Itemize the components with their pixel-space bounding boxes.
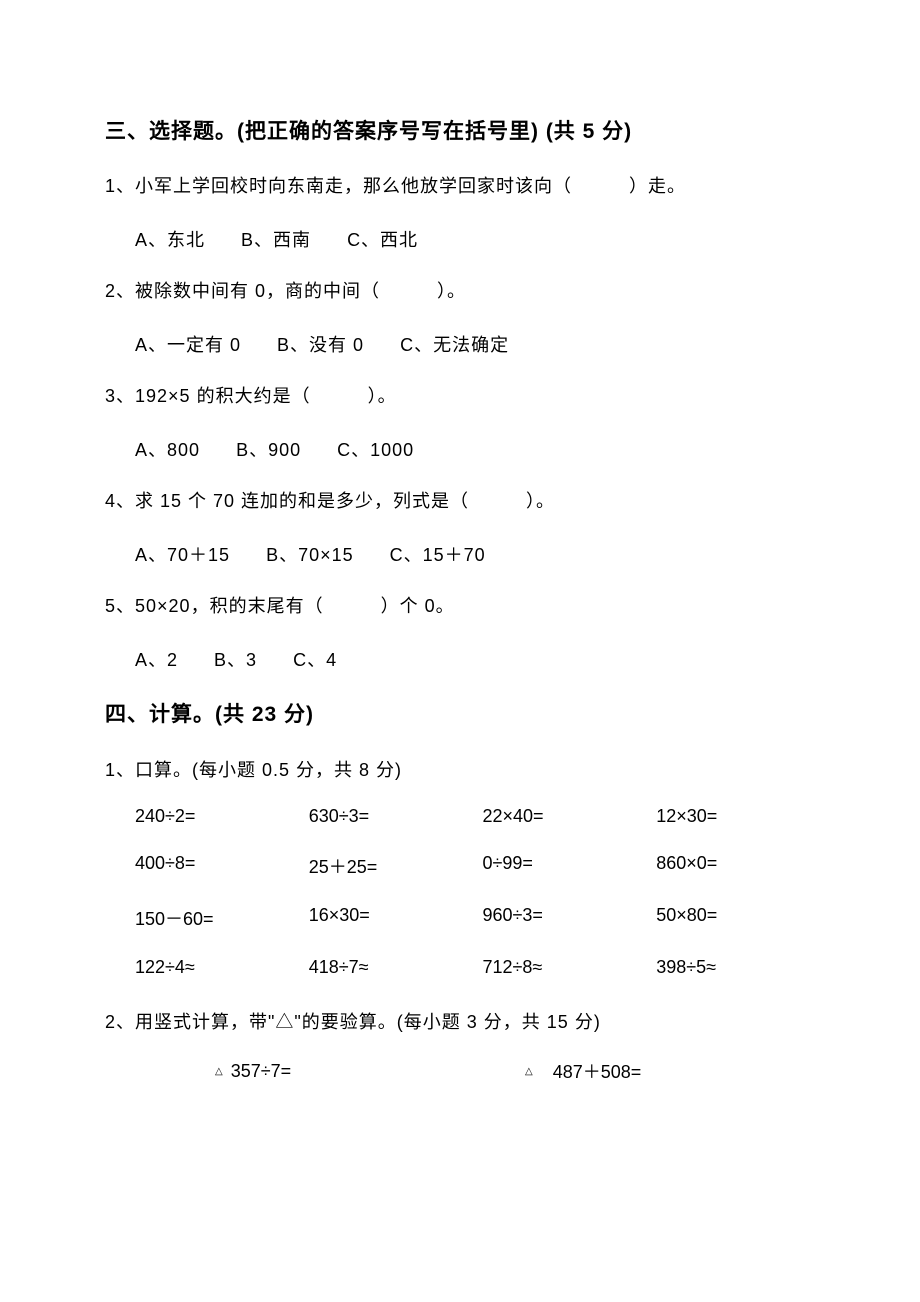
calc-cell: 50×80= [656, 905, 820, 931]
calc-cell: 150－60= [135, 905, 299, 931]
q5-option-c: C、4 [293, 646, 337, 672]
question-3-options: A、800 B、900 C、1000 [105, 436, 820, 462]
calc-cell: 122÷4≈ [135, 957, 299, 978]
calc-cell: 960÷3= [483, 905, 647, 931]
vertical-calc-item-1: △ 357÷7= [215, 1058, 525, 1084]
q2-option-b: B、没有 0 [277, 331, 364, 357]
question-4-text: 4、求 15 个 70 连加的和是多少，列式是（ ）。 [105, 488, 820, 515]
question-5-options: A、2 B、3 C、4 [105, 646, 820, 672]
question-2-text: 2、被除数中间有 0，商的中间（ ）。 [105, 278, 820, 305]
q4-option-b: B、70×15 [266, 541, 354, 567]
calc-cell: 25＋25= [309, 853, 473, 879]
section-3-heading: 三、选择题。(把正确的答案序号写在括号里) (共 5 分) [105, 115, 820, 145]
calc-grid: 240÷2= 630÷3= 22×40= 12×30= 400÷8= 25＋25… [105, 806, 820, 978]
calc-cell: 712÷8≈ [483, 957, 647, 978]
calc-cell: 400÷8= [135, 853, 299, 879]
section-4-sub1-title: 1、口算。(每小题 0.5 分，共 8 分) [105, 756, 820, 782]
q1-option-c: C、西北 [347, 226, 418, 252]
triangle-icon: △ [525, 1066, 533, 1077]
q3-option-a: A、800 [135, 436, 200, 462]
calc-cell: 0÷99= [483, 853, 647, 879]
vertical-calc-2-text: 487＋508= [553, 1058, 642, 1084]
vertical-calc-1-text: 357÷7= [231, 1061, 291, 1082]
calc-cell: 860×0= [656, 853, 820, 879]
q3-option-b: B、900 [236, 436, 301, 462]
vertical-calc-row: △ 357÷7= △ 487＋508= [105, 1058, 820, 1084]
question-5-text: 5、50×20，积的末尾有（ ）个 0。 [105, 593, 820, 620]
calc-cell: 630÷3= [309, 806, 473, 827]
q3-option-c: C、1000 [337, 436, 414, 462]
q5-option-b: B、3 [214, 646, 257, 672]
q2-option-c: C、无法确定 [400, 331, 509, 357]
calc-cell: 240÷2= [135, 806, 299, 827]
question-3-text: 3、192×5 的积大约是（ ）。 [105, 383, 820, 410]
calc-cell: 398÷5≈ [656, 957, 820, 978]
calc-cell: 22×40= [483, 806, 647, 827]
question-1-options: A、东北 B、西南 C、西北 [105, 226, 820, 252]
q5-option-a: A、2 [135, 646, 178, 672]
calc-cell: 418÷7≈ [309, 957, 473, 978]
q1-option-b: B、西南 [241, 226, 311, 252]
section-4-heading: 四、计算。(共 23 分) [105, 698, 820, 728]
question-4-options: A、70＋15 B、70×15 C、15＋70 [105, 541, 820, 567]
q4-option-c: C、15＋70 [390, 541, 486, 567]
question-2-options: A、一定有 0 B、没有 0 C、无法确定 [105, 331, 820, 357]
triangle-icon: △ [215, 1066, 223, 1077]
vertical-calc-item-2: △ 487＋508= [525, 1058, 641, 1084]
q1-option-a: A、东北 [135, 226, 205, 252]
section-4-sub2-title: 2、用竖式计算，带"△"的要验算。(每小题 3 分，共 15 分) [105, 1008, 820, 1034]
calc-cell: 12×30= [656, 806, 820, 827]
q2-option-a: A、一定有 0 [135, 331, 241, 357]
q4-option-a: A、70＋15 [135, 541, 230, 567]
question-1-text: 1、小军上学回校时向东南走，那么他放学回家时该向（ ）走。 [105, 173, 820, 200]
calc-cell: 16×30= [309, 905, 473, 931]
